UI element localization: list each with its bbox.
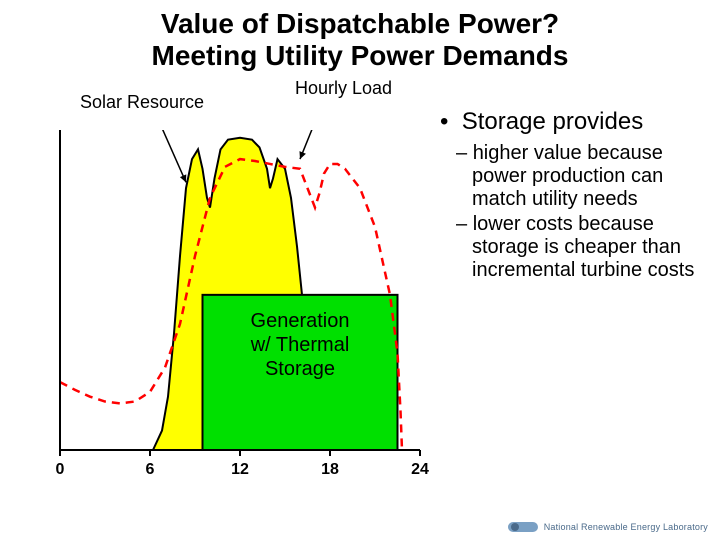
hourly-load-label: Hourly Load xyxy=(295,78,392,99)
chart: 06121824 xyxy=(30,130,430,470)
bullet-main: • Storage provides xyxy=(440,108,710,136)
svg-text:18: 18 xyxy=(321,461,339,478)
svg-text:6: 6 xyxy=(146,461,155,478)
solar-resource-label: Solar Resource xyxy=(80,92,204,113)
gen-line-3: Storage xyxy=(209,357,392,381)
footer-text: National Renewable Energy Laboratory xyxy=(544,522,708,532)
nrel-logo-icon xyxy=(508,520,538,534)
title-line-1: Value of Dispatchable Power? xyxy=(0,8,720,40)
gen-line-1: Generation xyxy=(209,309,392,333)
bullet-sub-2: – lower costs because storage is cheaper… xyxy=(440,213,710,282)
slide-title: Value of Dispatchable Power? Meeting Uti… xyxy=(0,0,720,72)
bullet-sub-1: – higher value because power production … xyxy=(440,142,710,211)
bullet-main-text: Storage provides xyxy=(462,108,643,135)
bullet-sub-2-text: lower costs because storage is cheaper t… xyxy=(472,213,694,281)
slide: Value of Dispatchable Power? Meeting Uti… xyxy=(0,0,720,540)
svg-text:12: 12 xyxy=(231,461,249,478)
generation-storage-label: Generation w/ Thermal Storage xyxy=(209,309,392,381)
footer-logo: National Renewable Energy Laboratory xyxy=(508,520,708,534)
bullet-list: • Storage provides – higher value becaus… xyxy=(440,108,710,284)
title-line-2: Meeting Utility Power Demands xyxy=(0,40,720,72)
gen-line-2: w/ Thermal xyxy=(209,333,392,357)
svg-text:0: 0 xyxy=(56,461,65,478)
svg-text:24: 24 xyxy=(411,461,429,478)
bullet-sub-1-text: higher value because power production ca… xyxy=(472,142,663,210)
